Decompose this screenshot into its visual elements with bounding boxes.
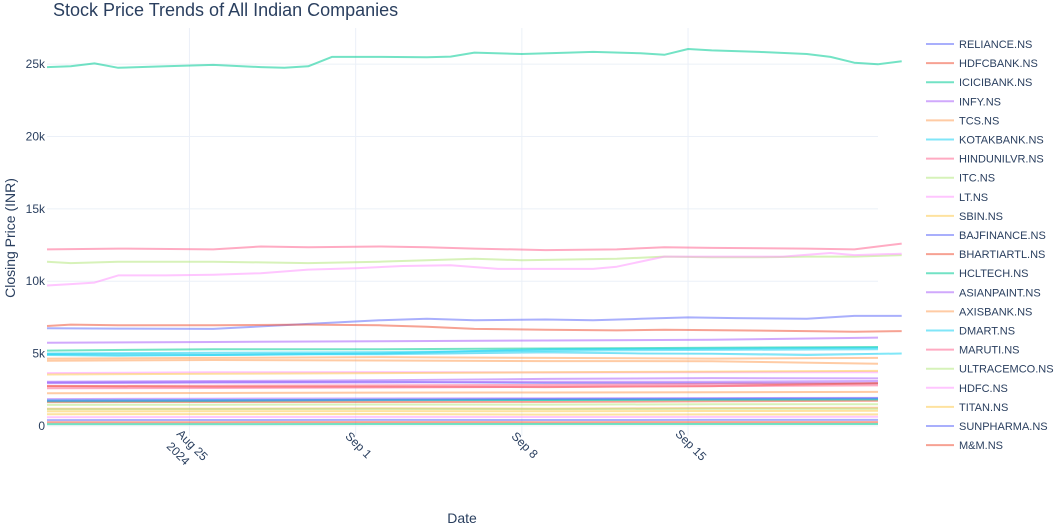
legend-label: TCS.NS <box>959 115 999 127</box>
legend-label: INFY.NS <box>959 96 1001 108</box>
legend-item[interactable]: HINDUNILVR.NS <box>926 154 1044 166</box>
legend-item[interactable]: DMART.NS <box>926 326 1015 338</box>
legend-label: ULTRACEMCO.NS <box>959 364 1054 376</box>
legend-label: HCLTECH.NS <box>959 268 1028 280</box>
series-line <box>46 356 879 360</box>
legend-label: DMART.NS <box>959 326 1015 338</box>
legend-label: BAJFINANCE.NS <box>959 230 1046 242</box>
y-tick-label: 10k <box>26 274 46 288</box>
legend-item[interactable]: BAJFINANCE.NS <box>926 230 1046 242</box>
x-axis-title: Date <box>447 510 477 525</box>
chart-title: Stock Price Trends of All Indian Compani… <box>53 0 398 20</box>
legend-item[interactable]: M&M.NS <box>926 440 1003 452</box>
y-tick-label: 0 <box>38 419 45 433</box>
legend-item[interactable]: AXISBANK.NS <box>926 306 1032 318</box>
legend-label: AXISBANK.NS <box>959 306 1032 318</box>
legend-item[interactable]: ITC.NS <box>926 173 995 185</box>
legend-item[interactable]: TCS.NS <box>926 115 999 127</box>
legend-label: SBIN.NS <box>959 211 1003 223</box>
series-line <box>46 397 879 402</box>
legend-item[interactable]: ASIANPAINT.NS <box>926 287 1041 299</box>
legend-item[interactable]: HCLTECH.NS <box>926 268 1028 280</box>
legend-label: ASIANPAINT.NS <box>959 287 1041 299</box>
series-line <box>46 323 902 333</box>
legend-label: MARUTI.NS <box>959 345 1020 357</box>
legend-label: M&M.NS <box>959 440 1003 452</box>
legend-item[interactable]: MARUTI.NS <box>926 345 1020 357</box>
series-line <box>46 242 902 252</box>
legend-label: HDFCBANK.NS <box>959 58 1038 70</box>
y-axis-title: Closing Price (INR) <box>2 178 18 298</box>
series-line <box>46 348 879 355</box>
legend-label: HINDUNILVR.NS <box>959 154 1044 166</box>
series-line <box>46 380 879 385</box>
legend-item[interactable]: HDFC.NS <box>926 383 1008 395</box>
x-tick-label: Sep 15 <box>672 427 709 464</box>
legend-label: ICICIBANK.NS <box>959 77 1032 89</box>
legend-item[interactable]: BHARTIARTL.NS <box>926 249 1045 261</box>
series-line <box>46 390 879 395</box>
x-tick: Sep 1 <box>342 429 374 461</box>
series-layer <box>46 48 902 426</box>
series-line <box>46 377 879 383</box>
legend-item[interactable]: HDFCBANK.NS <box>926 58 1038 70</box>
x-tick: Sep 8 <box>509 429 541 461</box>
legend-item[interactable]: ULTRACEMCO.NS <box>926 364 1054 376</box>
legend-item[interactable]: SUNPHARMA.NS <box>926 421 1048 433</box>
legend-item[interactable]: SBIN.NS <box>926 211 1003 223</box>
x-tick-label: Sep 8 <box>509 429 541 461</box>
series-line <box>46 384 879 390</box>
series-line <box>46 252 902 287</box>
x-tick-label: Sep 1 <box>342 429 374 461</box>
legend-item[interactable]: INFY.NS <box>926 96 1001 108</box>
series-line <box>46 369 879 376</box>
legend-item[interactable]: RELIANCE.NS <box>926 39 1032 51</box>
y-tick-label: 15k <box>26 202 46 216</box>
legend-item[interactable]: TITAN.NS <box>926 402 1008 414</box>
series-line <box>46 413 878 416</box>
series-line <box>46 403 879 406</box>
legend-label: HDFC.NS <box>959 383 1008 395</box>
legend-label: SUNPHARMA.NS <box>959 421 1048 433</box>
series-line <box>46 409 879 413</box>
legend[interactable]: RELIANCE.NS HDFCBANK.NS ICICIBANK.NS INFY.N… <box>926 39 1054 452</box>
y-tick-label: 25k <box>26 57 46 71</box>
legend-label: KOTAKBANK.NS <box>959 135 1044 147</box>
x-tick: Sep 15 <box>672 427 709 464</box>
legend-label: BHARTIARTL.NS <box>959 249 1045 261</box>
legend-item[interactable]: ICICIBANK.NS <box>926 77 1032 89</box>
y-tick-label: 5k <box>32 347 46 361</box>
legend-label: RELIANCE.NS <box>959 39 1032 51</box>
series-line <box>46 48 902 69</box>
series-line <box>46 314 902 330</box>
series-line <box>46 336 879 344</box>
legend-label: TITAN.NS <box>959 402 1008 414</box>
legend-label: LT.NS <box>959 192 988 204</box>
series-line <box>46 407 879 411</box>
series-line <box>46 359 879 365</box>
y-tick-label: 20k <box>26 130 46 144</box>
legend-label: ITC.NS <box>959 173 995 185</box>
legend-item[interactable]: LT.NS <box>926 192 988 204</box>
legend-item[interactable]: KOTAKBANK.NS <box>926 135 1044 147</box>
